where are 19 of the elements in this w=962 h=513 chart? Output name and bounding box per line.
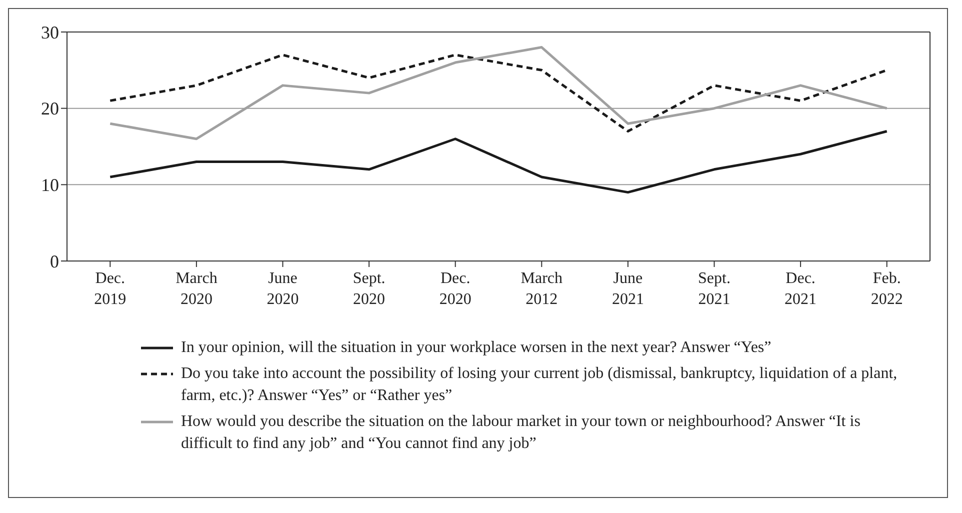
x-tick-label: Sept. 2020 bbox=[352, 270, 386, 308]
x-tick-label: June 2021 bbox=[612, 270, 644, 308]
x-tick-label: Dec. 2019 bbox=[94, 270, 126, 308]
y-tick-label: 30 bbox=[41, 22, 59, 42]
x-tick-label: Dec. 2021 bbox=[784, 270, 817, 308]
x-tick-label: March 2020 bbox=[176, 270, 218, 308]
y-tick-label: 20 bbox=[41, 98, 59, 119]
line-series bbox=[108, 130, 888, 194]
x-tick-label: Dec. 2020 bbox=[439, 270, 472, 308]
y-tick-label: 10 bbox=[41, 175, 59, 196]
line-series bbox=[108, 54, 888, 132]
x-tick-label: Sept. 2021 bbox=[698, 270, 730, 308]
x-tick-label: Feb. 2022 bbox=[870, 270, 903, 308]
x-tick-label: June 2020 bbox=[266, 270, 299, 308]
y-tick-label: 0 bbox=[50, 251, 59, 272]
legend-label: In your opinion, will the situation in your workplace worsen in the next year? Answer “Yes” bbox=[181, 338, 772, 358]
x-tick-label: March 2012 bbox=[520, 270, 563, 308]
legend-label: How would you describe the situation on the labour market in your town or neighbourhood? Answer “It is difficult to find any job” and “You cannot find any job” bbox=[181, 412, 862, 454]
legend-label: Do you take into account the possibility of losing your current job (dismissal, bankruptcy, liquidation of a plant, farm, etc.)? Answer “Yes” or “Rather yes” bbox=[181, 364, 898, 406]
